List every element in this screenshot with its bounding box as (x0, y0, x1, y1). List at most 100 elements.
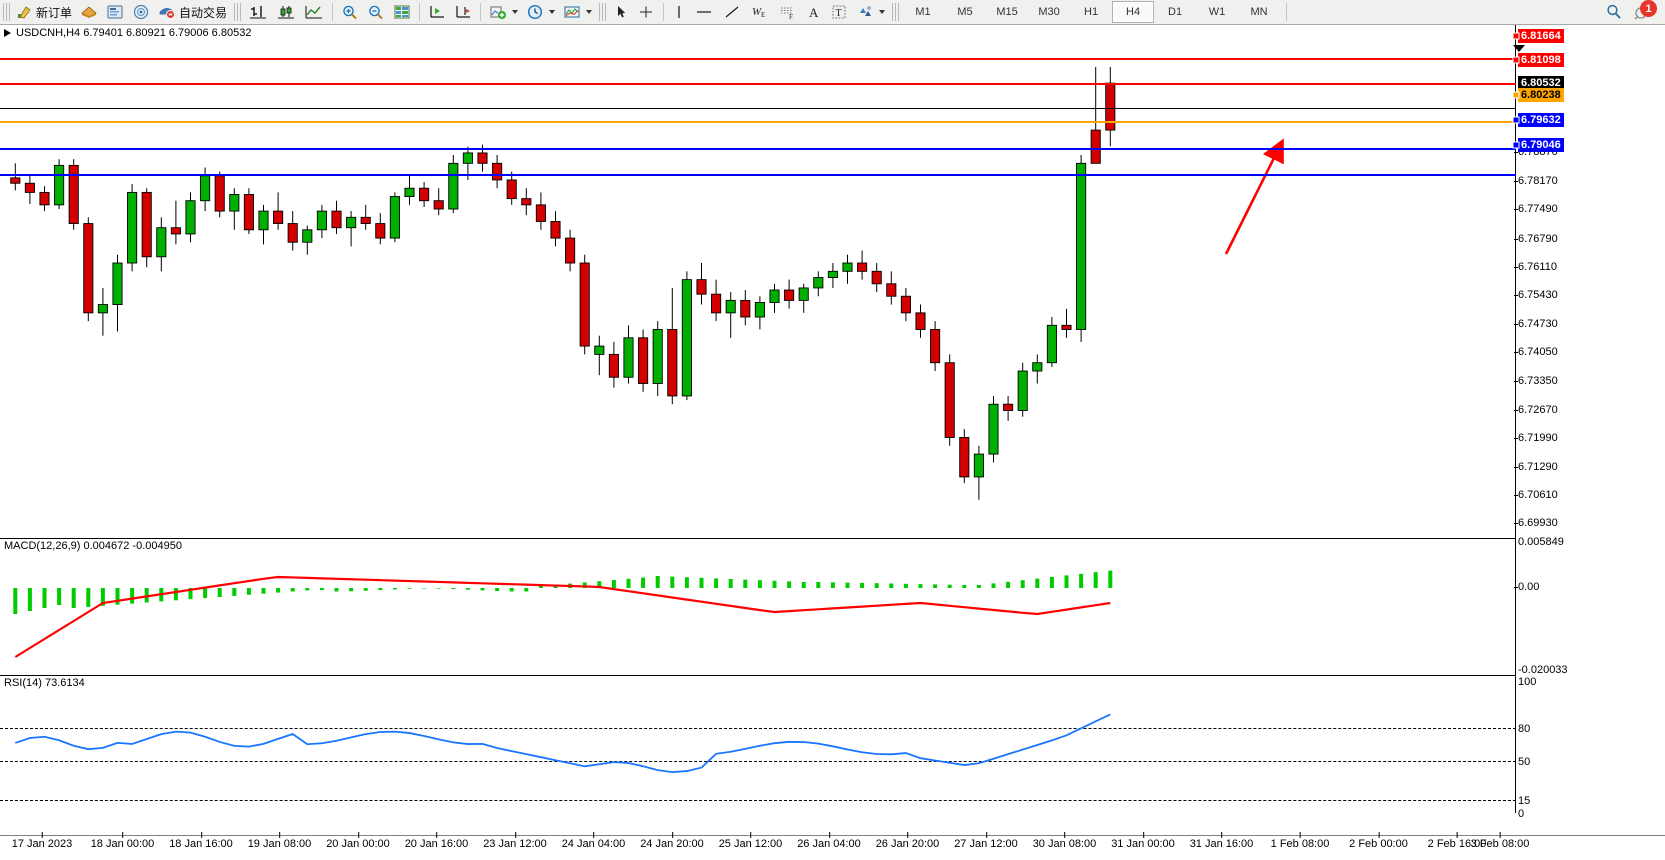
candlestick-chart-button[interactable] (272, 0, 300, 24)
chart-scroll-caret-icon[interactable] (1513, 45, 1525, 52)
zoom-out-button[interactable] (363, 0, 389, 24)
alerts-button[interactable]: 1 (1633, 0, 1657, 21)
time-axis[interactable]: 17 Jan 2023 18 Jan 00:00 18 Jan 16:00 19 Ja… (0, 832, 1665, 860)
price-label-current-price[interactable]: 6.80532 (1518, 76, 1564, 91)
price-tick: 6.72670 (1514, 404, 1558, 416)
chart-plot[interactable]: USDCNH,H4 6.79401 6.80921 6.79006 6.8053… (0, 25, 1516, 813)
chart-shift-button[interactable] (450, 0, 476, 24)
rsi-level-15 (0, 800, 1516, 801)
rsi-level-50 (0, 761, 1516, 762)
rsi-level-80 (0, 728, 1516, 729)
timeframe-m30[interactable]: M30 (1038, 6, 1060, 18)
price-label-resistance[interactable]: 6.81664 (1518, 29, 1564, 44)
timeframe-h1[interactable]: H1 (1084, 6, 1099, 18)
timeframe-d1[interactable]: D1 (1168, 6, 1183, 18)
level-handle[interactable] (1512, 56, 1520, 64)
price-label-level[interactable]: 6.80238 (1518, 88, 1564, 103)
vertical-line-button[interactable] (668, 0, 690, 24)
toolbar-separator-3 (480, 3, 482, 21)
level-handle[interactable] (1512, 32, 1520, 40)
toolbar-grip-4[interactable] (892, 3, 900, 21)
svg-text:T: T (836, 8, 842, 19)
time-label: 1 Feb 08:00 (1271, 832, 1329, 850)
rsi-pane[interactable]: RSI(14) 73.6134 (0, 676, 1516, 813)
chevron-down-icon[interactable] (512, 10, 519, 14)
time-label: 20 Jan 00:00 (326, 832, 390, 850)
level-line-current-price[interactable] (0, 108, 1516, 109)
chevron-down-icon-4[interactable] (879, 10, 886, 14)
price-pane[interactable]: USDCNH,H4 6.79401 6.80921 6.79006 6.8053… (0, 25, 1516, 538)
level-handle[interactable] (1512, 116, 1520, 124)
price-label-resistance[interactable]: 6.81098 (1518, 52, 1564, 67)
horizontal-line-button[interactable] (690, 0, 718, 24)
zoom-out-icon (369, 5, 383, 20)
autotrade-button[interactable]: 自动交易 (154, 0, 231, 24)
zoom-in-button[interactable] (337, 0, 363, 24)
price-tick: 6.71290 (1514, 461, 1558, 473)
data-window-icon (394, 5, 410, 19)
timeframe-w1[interactable]: W1 (1208, 6, 1226, 18)
rsi-series (15, 713, 1111, 774)
timeframe-m1[interactable]: M1 (915, 6, 931, 18)
navigator-button[interactable] (102, 0, 128, 24)
elliott-wave-button[interactable]: W E (746, 0, 774, 24)
macd-pane[interactable]: MACD(12,26,9) 0.004672 -0.004950 (0, 538, 1516, 676)
candlestick-series (10, 66, 1116, 500)
objects-button[interactable] (852, 0, 889, 24)
bar-chart-icon (250, 6, 267, 19)
macd-tick: 0.005849 (1518, 536, 1564, 548)
toolbar-right-group: 1 (1605, 0, 1665, 21)
expert-advisor-button[interactable] (76, 0, 102, 24)
level-line-6-79046[interactable] (0, 174, 1516, 176)
time-label: 31 Jan 16:00 (1190, 832, 1253, 850)
trendline-button[interactable] (718, 0, 746, 24)
time-label: 2 Feb 00:00 (1349, 832, 1408, 850)
chart-title: USDCNH,H4 6.79401 6.80921 6.79006 6.8053… (16, 27, 252, 39)
bar-chart-button[interactable] (244, 0, 272, 24)
chevron-down-icon-3[interactable] (586, 10, 593, 14)
toolbar-grip-3[interactable] (599, 3, 607, 21)
main-toolbar: 新订单 自动交易 (0, 0, 1665, 25)
text-label-button[interactable]: T (826, 0, 852, 24)
toolbar-grip[interactable] (3, 3, 10, 21)
new-order-button[interactable]: 新订单 (13, 0, 76, 24)
price-tick: 6.74050 (1514, 346, 1558, 358)
time-label: 18 Jan 00:00 (91, 832, 154, 850)
cursor-button[interactable] (609, 0, 633, 24)
time-label: 23 Jan 12:00 (483, 832, 547, 850)
time-label: 17 Jan 2023 (12, 832, 72, 850)
price-label-support[interactable]: 6.79046 (1518, 137, 1564, 152)
price-tick: 6.76110 (1514, 261, 1557, 273)
auto-scroll-button[interactable] (424, 0, 450, 24)
price-scale[interactable]: 6.78870 6.78170 6.77490 6.76790 6.76110 6.754… (1512, 25, 1665, 820)
timeframe-h4[interactable]: H4 (1112, 1, 1155, 23)
chart-area[interactable]: USDCNH,H4 6.79401 6.80921 6.79006 6.8053… (0, 25, 1665, 860)
timeframe-mn[interactable]: MN (1250, 6, 1268, 18)
cursor-icon (618, 6, 626, 18)
crosshair-button[interactable] (633, 0, 659, 24)
price-label-support[interactable]: 6.79632 (1518, 113, 1564, 128)
signals-button[interactable] (128, 0, 154, 24)
level-handle[interactable] (1512, 141, 1520, 149)
timeframe-m5[interactable]: M5 (957, 6, 973, 18)
fibonacci-button[interactable]: F (774, 0, 802, 24)
level-line-6-80238[interactable] (0, 121, 1516, 123)
level-handle[interactable] (1512, 91, 1520, 99)
line-chart-button[interactable] (300, 0, 328, 24)
time-label: 26 Jan 20:00 (876, 832, 939, 850)
timeframe-m15[interactable]: M15 (996, 6, 1018, 18)
search-icon[interactable] (1605, 3, 1623, 21)
level-line-6-79632[interactable] (0, 148, 1516, 150)
chevron-down-icon-2[interactable] (549, 10, 556, 14)
add-indicator-button[interactable] (485, 0, 522, 24)
templates-button[interactable] (559, 0, 596, 24)
data-window-button[interactable] (389, 0, 415, 24)
text-button[interactable]: A (802, 0, 826, 24)
chart-shift-icon (456, 6, 471, 18)
level-line-6-81098[interactable] (0, 83, 1516, 85)
svg-text:F: F (789, 13, 793, 20)
period-button[interactable] (522, 0, 559, 24)
autotrade-label: 自动交易 (179, 5, 228, 20)
level-line-6-81664[interactable] (0, 58, 1516, 60)
toolbar-grip-2[interactable] (234, 3, 242, 21)
